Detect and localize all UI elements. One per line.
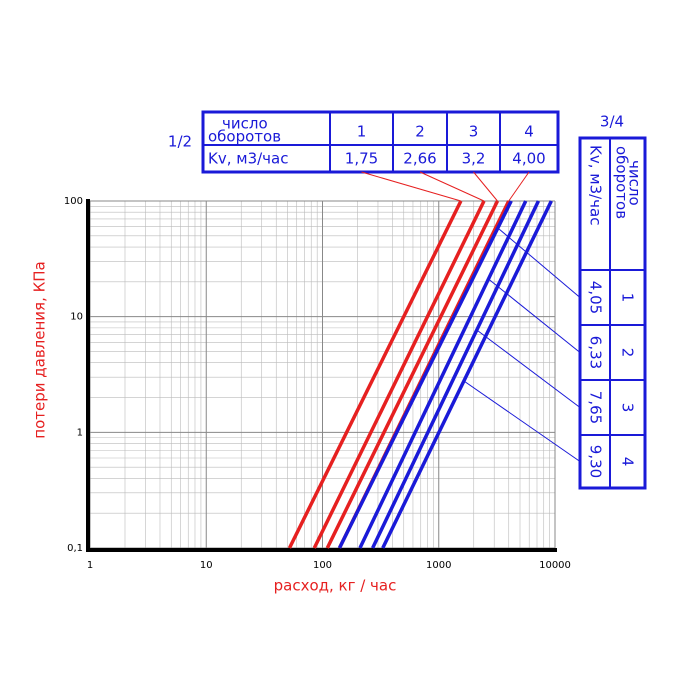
data-line (381, 200, 553, 549)
x-tick-label: 10 (200, 560, 213, 571)
leader-line (419, 171, 485, 202)
table-kv: 7,65 (587, 391, 605, 424)
table-kv-title: Kv, м3/час (208, 150, 288, 168)
y-tick-label: 10 (70, 312, 83, 323)
table-kv: 6,33 (587, 336, 605, 369)
table-kv-title: Kv, м3/час (587, 145, 605, 225)
table-kv: 9,30 (587, 445, 605, 478)
table-title: 1/2 (168, 133, 192, 151)
data-line (287, 200, 463, 549)
x-axis-label: расход, кг / час (274, 577, 397, 595)
table-turns: 2 (415, 123, 425, 141)
x-tick-label: 1000 (426, 560, 451, 571)
y-tick-label: 1 (77, 427, 83, 438)
table-turns-title: число (222, 115, 268, 133)
leader-line (473, 171, 498, 202)
x-tick-label: 1 (87, 560, 93, 571)
table-kv: 2,66 (403, 150, 436, 168)
leader-line (361, 171, 462, 202)
table-title: 3/4 (600, 113, 624, 131)
table-turns: 1 (619, 293, 637, 303)
data-line (358, 200, 528, 549)
table-turns: 1 (357, 123, 367, 141)
leader-line (476, 329, 581, 408)
table-turns-title: число (626, 160, 644, 206)
data-line (312, 200, 486, 549)
leader-line (508, 171, 530, 202)
y-tick-label: 0,1 (67, 543, 83, 554)
leader-line (497, 227, 581, 298)
table-turns: 3 (469, 123, 479, 141)
leader-line (488, 278, 581, 353)
data-line (371, 200, 540, 549)
table-kv: 1,75 (345, 150, 378, 168)
table-frame (578, 136, 647, 490)
table-turns: 2 (619, 348, 637, 358)
x-tick-label: 10000 (539, 560, 571, 571)
table-turns-title: оборотов (208, 128, 281, 146)
leader-line (463, 380, 581, 462)
table-kv: 4,05 (587, 281, 605, 314)
table-turns: 3 (619, 403, 637, 413)
data-line (325, 200, 500, 549)
y-tick-label: 100 (64, 196, 83, 207)
y-axis-label: потери давления, КПа (31, 261, 49, 438)
table-kv: 3,2 (462, 150, 486, 168)
table-kv: 4,00 (512, 150, 545, 168)
table-turns: 4 (619, 457, 637, 467)
x-tick-label: 100 (313, 560, 332, 571)
table-frame (201, 110, 560, 174)
table-turns-title: оборотов (613, 146, 631, 219)
table-turns: 4 (524, 123, 534, 141)
data-line (337, 200, 513, 549)
